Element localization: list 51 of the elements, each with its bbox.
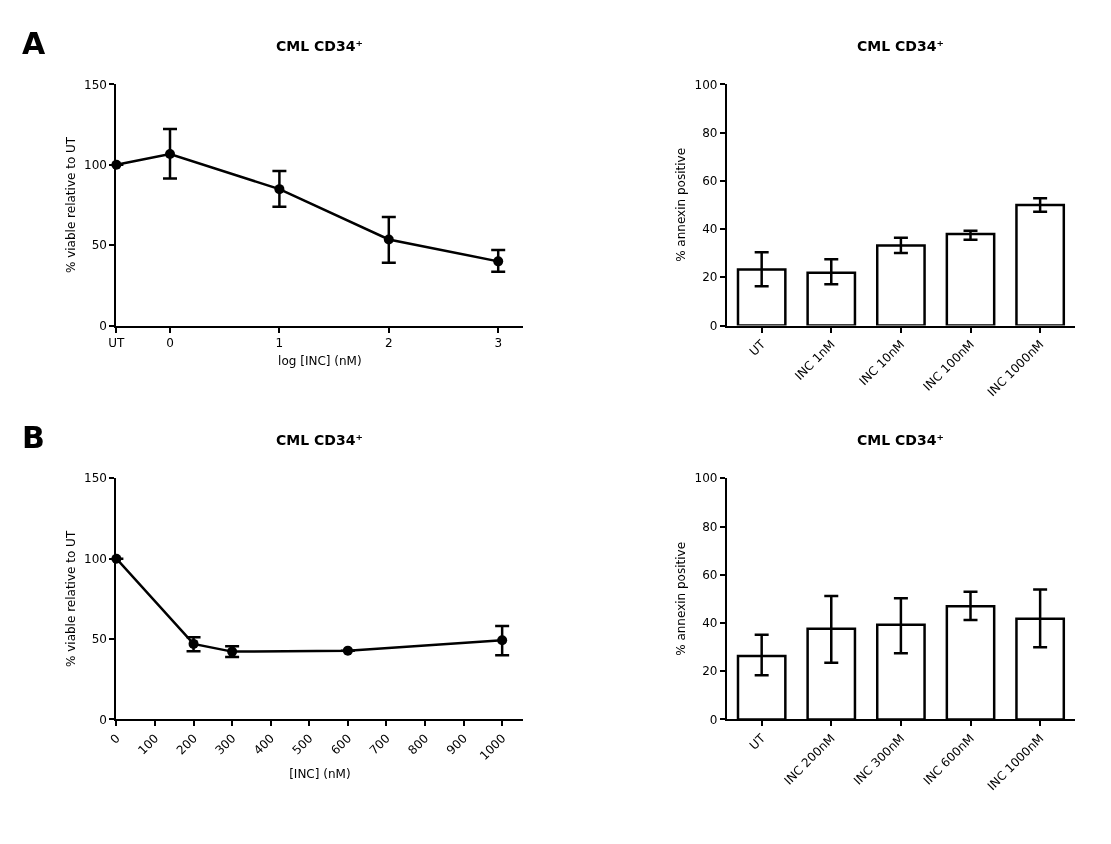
y-tick-label: 80: [702, 519, 718, 534]
chart-title: CML CD34⁺: [857, 38, 944, 54]
x-axis-title: log [INC] (nM): [278, 354, 362, 369]
x-tick-label: 600: [328, 731, 355, 758]
x-tick-label: 900: [443, 731, 470, 758]
x-tick-label: 0: [166, 335, 174, 350]
y-tick-label: 80: [702, 125, 718, 140]
y-tick-label: 40: [702, 222, 718, 237]
y-tick-label: 0: [709, 712, 718, 727]
y-axis-title: % viable relative to UT: [63, 530, 78, 667]
x-axis-title: [INC] (nM): [289, 767, 351, 782]
point: [342, 645, 353, 656]
x-tick-label: 400: [250, 731, 278, 758]
y-tick-label: 100: [694, 471, 718, 486]
y-tick-label: 0: [99, 318, 107, 333]
point: [493, 256, 504, 267]
y-tick-label: 60: [702, 174, 718, 188]
y-tick-label: 50: [91, 238, 107, 253]
x-tick-label: 3: [494, 335, 503, 350]
point: [274, 184, 285, 195]
y-axis-title: % viable relative to UT: [63, 136, 78, 274]
x-tick-label: 2: [384, 335, 393, 350]
y-tick-label: 150: [84, 471, 107, 486]
x-tick-label: UT: [108, 335, 126, 350]
y-tick-label: 20: [702, 270, 718, 285]
y-tick-label: 20: [702, 664, 718, 679]
y-tick-label: 0: [709, 318, 718, 333]
y-tick-label: 100: [84, 551, 107, 566]
y-tick-label: 150: [84, 77, 107, 92]
y-tick-label: 50: [91, 632, 107, 647]
chart-title: CML CD34⁺: [857, 432, 944, 448]
x-tick-label: 100: [135, 731, 162, 758]
text: A: [22, 26, 46, 61]
y-axis-title: % annexin positive: [674, 147, 689, 262]
x-tick-label: 700: [366, 731, 393, 758]
x-tick-label: UT: [746, 730, 769, 753]
y-axis-title: % annexin positive: [674, 541, 689, 656]
y-tick-label: 60: [702, 567, 718, 582]
x-tick-label: UT: [746, 336, 769, 359]
y-tick-label: 100: [694, 77, 718, 92]
y-tick-label: 40: [702, 616, 718, 631]
chart-title: CML CD34⁺: [276, 38, 363, 54]
y-tick-label: 0: [99, 712, 107, 727]
y-tick-label: 100: [84, 157, 107, 172]
x-tick-label: 800: [405, 731, 432, 758]
point: [383, 234, 394, 245]
text: B: [22, 420, 45, 455]
x-tick-label: 1: [275, 335, 284, 350]
point: [165, 148, 175, 159]
chart-title: CML CD34⁺: [276, 432, 363, 448]
point: [497, 635, 508, 646]
